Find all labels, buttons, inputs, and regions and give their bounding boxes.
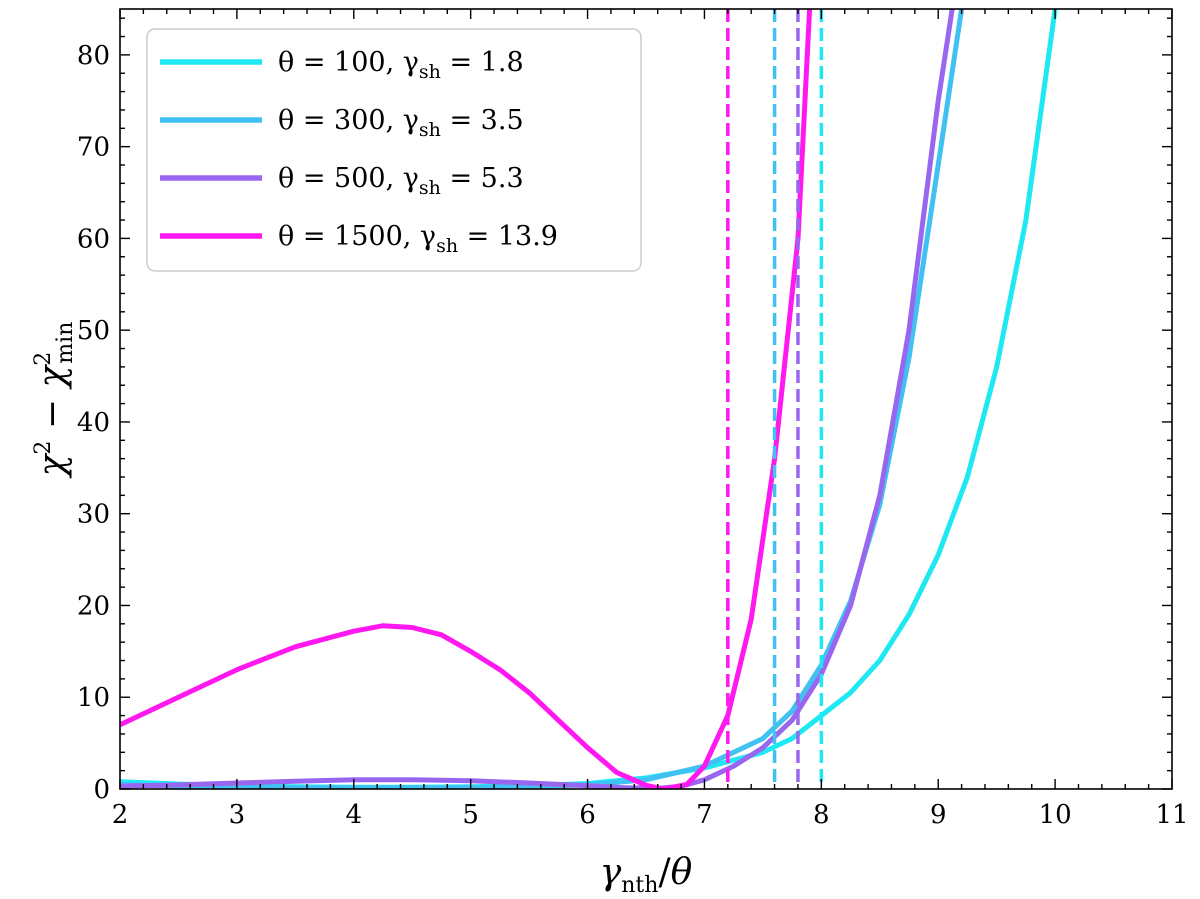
- y-tick-label: 70: [77, 133, 110, 163]
- x-tick-label: 7: [696, 800, 713, 830]
- x-tick-label: 9: [930, 800, 947, 830]
- y-tick-label: 40: [77, 408, 110, 438]
- y-tick-label: 0: [93, 775, 110, 805]
- y-tick-label: 50: [77, 316, 110, 346]
- x-tick-label: 6: [579, 800, 596, 830]
- x-tick-label: 3: [229, 800, 246, 830]
- y-tick-label: 60: [77, 224, 110, 254]
- legend-label-3: θ = 1500, γsh = 13.9: [278, 221, 558, 257]
- y-tick-label: 20: [77, 591, 110, 621]
- x-tick-label: 5: [462, 800, 479, 830]
- series-layer: [120, 9, 1058, 789]
- x-axis-label: γnth/θ: [600, 852, 693, 898]
- y-tick-label: 80: [77, 41, 110, 71]
- x-tick-label: 4: [346, 800, 363, 830]
- legend-label-1: θ = 300, γsh = 3.5: [278, 105, 524, 141]
- y-axis-label: χ2 − χ2min: [31, 322, 78, 480]
- tick-layer: 2 3 4 5 6 7 8 9 10 11 0 10 20 30 40 50 60 70 80: [77, 9, 1189, 830]
- y-tick-label: 30: [77, 500, 110, 530]
- series-line-3: [120, 9, 813, 789]
- cutoff-layer: [726, 9, 824, 789]
- x-tick-label: 2: [112, 800, 129, 830]
- legend-label-2: θ = 500, γsh = 5.3: [278, 163, 524, 199]
- x-tick-label: 11: [1155, 800, 1188, 830]
- x-tick-label: 8: [813, 800, 830, 830]
- legend: θ = 100, γsh = 1.8 θ = 300, γsh = 3.5 θ = …: [146, 28, 642, 272]
- plot-frame: [119, 8, 1173, 790]
- legend-box: [146, 28, 642, 272]
- legend-label-0: θ = 100, γsh = 1.8: [278, 47, 524, 83]
- x-tick-label: 10: [1039, 800, 1072, 830]
- y-tick-label: 10: [77, 683, 110, 713]
